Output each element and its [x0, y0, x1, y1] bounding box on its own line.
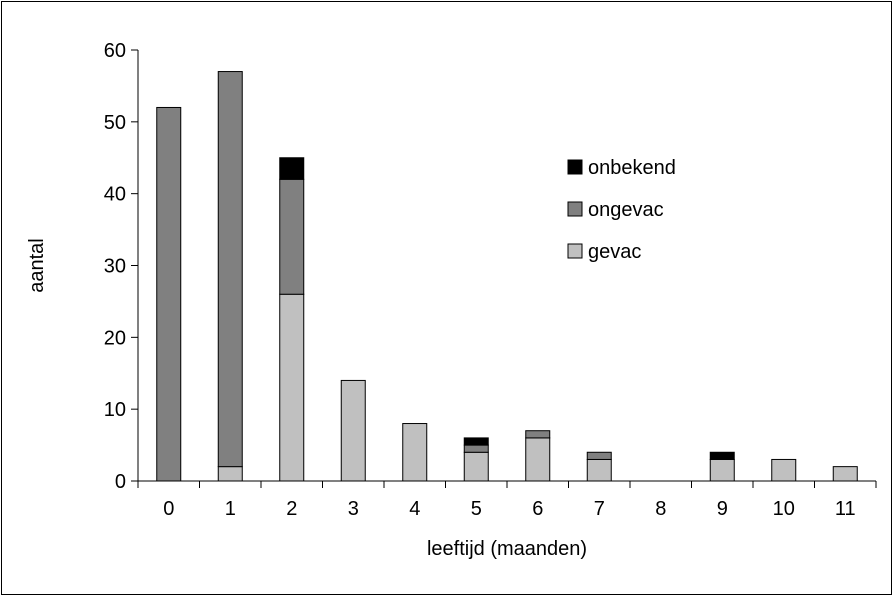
bar-segment-gevac [217, 466, 243, 482]
y-tick-label: 0 [115, 471, 126, 493]
x-tick-label: 5 [471, 498, 482, 520]
bar-segment-gevac [709, 458, 735, 482]
x-axis-label: leeftijd (maanden) [427, 538, 587, 560]
x-tick-label: 1 [225, 498, 236, 520]
legend-label-ongevac: ongevac [588, 199, 664, 221]
y-axis-ticks: 0 10 20 30 40 50 60 [104, 40, 138, 493]
bar-segment-gevac [832, 466, 858, 482]
bar-segment-ongevac [279, 178, 305, 295]
x-tick-label: 6 [532, 498, 543, 520]
bar-segment-gevac [525, 437, 551, 482]
bar-segment-gevac [771, 458, 797, 482]
bar-segment-onbekend [279, 157, 305, 180]
legend-swatch-onbekend [567, 159, 583, 175]
x-tick-label: 2 [286, 498, 297, 520]
bar-segment-gevac [463, 451, 489, 482]
legend-swatch-ongevac [567, 201, 583, 217]
bar-segment-gevac [279, 293, 305, 482]
x-tick-label: 8 [655, 498, 666, 520]
y-tick-label: 40 [104, 184, 126, 206]
x-tick-label: 11 [835, 498, 856, 520]
bar-segment-ongevac [156, 106, 182, 482]
bar-segment-gevac [340, 379, 366, 482]
bar-segment-gevac [402, 423, 428, 482]
x-tick-label: 3 [348, 498, 359, 520]
legend-swatch-gevac [567, 243, 583, 259]
legend: onbekend ongevac gevac [567, 157, 676, 263]
x-tick-label: 10 [773, 498, 795, 520]
bar-segment-ongevac [463, 444, 489, 453]
bar-segment-ongevac [586, 451, 612, 460]
bar-segment-ongevac [217, 71, 243, 468]
bar-segment-onbekend [709, 451, 735, 460]
x-tick-label: 4 [409, 498, 420, 520]
y-tick-label: 30 [104, 256, 126, 278]
bar-segment-onbekend [463, 437, 489, 446]
y-tick-label: 10 [104, 399, 126, 421]
bar-segment-ongevac [525, 430, 551, 439]
y-tick-label: 50 [104, 112, 126, 134]
y-tick-label: 60 [104, 40, 126, 62]
x-axis-ticks: 0 1 2 3 4 5 6 7 8 9 10 11 [137, 481, 877, 520]
x-tick-label: 7 [594, 498, 605, 520]
y-axis-label: aantal [26, 238, 48, 293]
legend-label-gevac: gevac [588, 241, 641, 263]
bars-group [156, 71, 858, 482]
y-tick-label: 20 [104, 327, 126, 349]
x-tick-label: 9 [717, 498, 728, 520]
x-tick-label: 0 [163, 498, 174, 520]
legend-label-onbekend: onbekend [588, 157, 676, 179]
bar-segment-gevac [586, 458, 612, 482]
